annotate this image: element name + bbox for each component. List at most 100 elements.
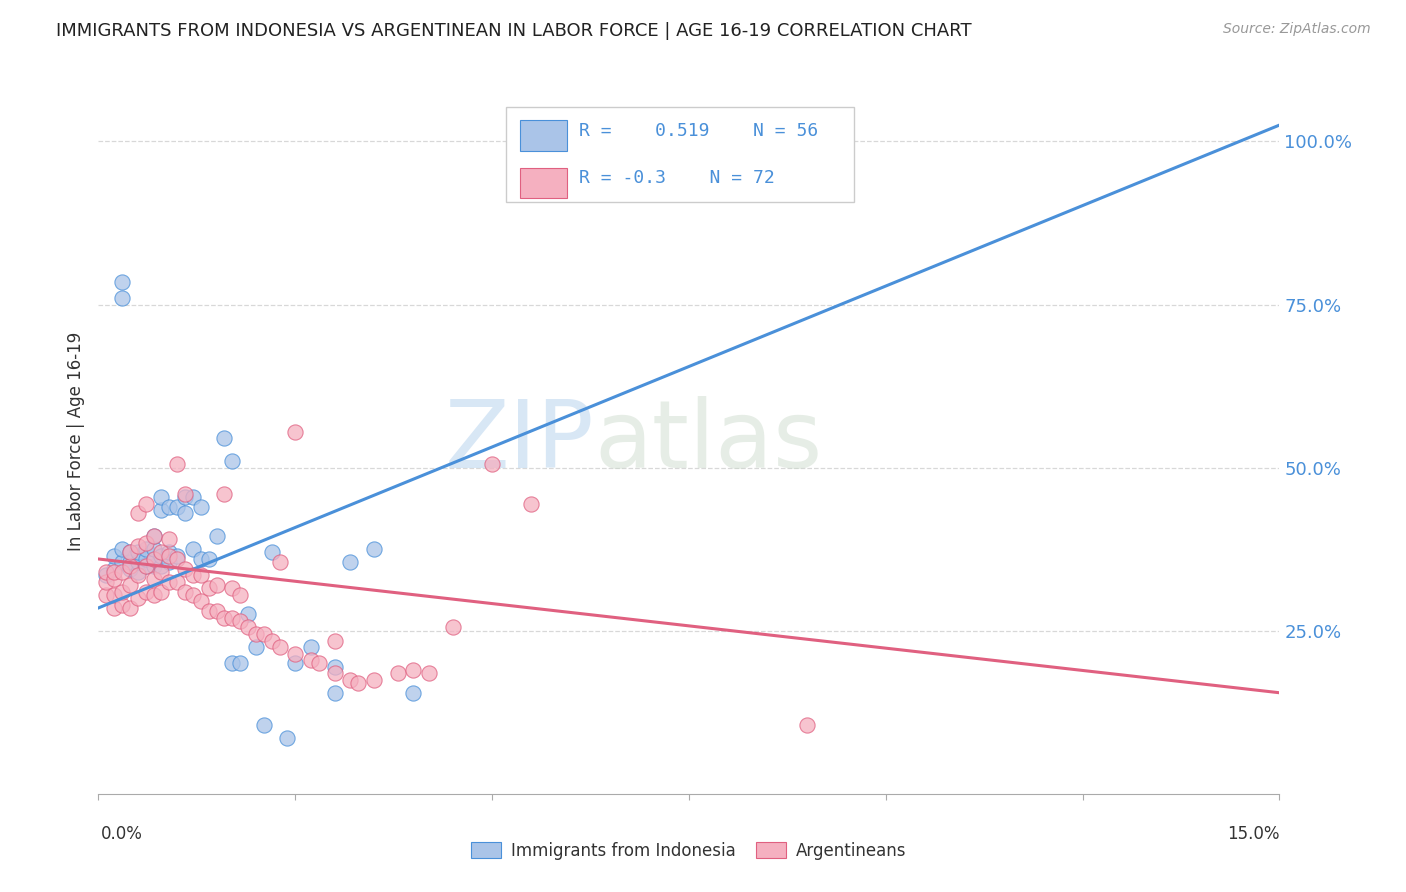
Point bbox=[323, 633, 346, 648]
Point bbox=[229, 614, 252, 628]
Point bbox=[520, 496, 543, 510]
Point bbox=[150, 584, 173, 599]
Point bbox=[363, 673, 385, 687]
Point bbox=[197, 604, 219, 618]
Point bbox=[284, 657, 307, 671]
Point bbox=[197, 552, 219, 566]
Point bbox=[157, 574, 180, 589]
Text: R =    0.519    N = 56: R = 0.519 N = 56 bbox=[579, 121, 818, 140]
Point bbox=[157, 555, 180, 569]
Point bbox=[166, 552, 188, 566]
Point bbox=[174, 562, 197, 576]
Point bbox=[190, 568, 212, 582]
Point bbox=[253, 627, 276, 641]
Point bbox=[260, 633, 283, 648]
Point bbox=[205, 578, 228, 592]
Point bbox=[299, 640, 322, 654]
Point bbox=[441, 620, 464, 634]
Point bbox=[339, 555, 361, 569]
Point bbox=[181, 588, 204, 602]
Point bbox=[418, 666, 440, 681]
Point bbox=[166, 574, 188, 589]
Point bbox=[150, 490, 173, 504]
Point bbox=[157, 549, 180, 563]
Point bbox=[214, 487, 236, 501]
Point bbox=[127, 539, 149, 553]
Point bbox=[402, 686, 425, 700]
Point bbox=[142, 552, 165, 566]
Point bbox=[205, 604, 228, 618]
Point bbox=[118, 562, 141, 576]
Point bbox=[127, 565, 149, 579]
Point bbox=[229, 657, 252, 671]
Point bbox=[236, 620, 259, 634]
Point bbox=[299, 653, 322, 667]
Point bbox=[157, 545, 180, 559]
Point bbox=[150, 549, 173, 563]
Point bbox=[236, 607, 259, 622]
Point bbox=[323, 686, 346, 700]
Point bbox=[135, 496, 157, 510]
Point bbox=[142, 552, 165, 566]
Point bbox=[111, 565, 134, 579]
Point bbox=[142, 529, 165, 543]
Point bbox=[678, 157, 700, 171]
Point bbox=[174, 490, 197, 504]
Point bbox=[118, 601, 141, 615]
Point bbox=[269, 555, 291, 569]
Legend: Immigrants from Indonesia, Argentineans: Immigrants from Indonesia, Argentineans bbox=[464, 835, 914, 867]
Point bbox=[245, 640, 267, 654]
Point bbox=[142, 588, 165, 602]
Point bbox=[181, 568, 204, 582]
Point bbox=[190, 552, 212, 566]
Point bbox=[103, 572, 125, 586]
Point bbox=[103, 549, 125, 563]
Point bbox=[190, 500, 212, 514]
Point bbox=[135, 535, 157, 549]
Point bbox=[253, 718, 276, 732]
Point bbox=[118, 558, 141, 573]
FancyBboxPatch shape bbox=[506, 107, 855, 202]
Point bbox=[111, 275, 134, 289]
Point bbox=[96, 574, 118, 589]
Point bbox=[166, 458, 188, 472]
Point bbox=[157, 533, 180, 547]
Point bbox=[339, 673, 361, 687]
Text: 15.0%: 15.0% bbox=[1227, 825, 1279, 843]
Point bbox=[205, 529, 228, 543]
Point bbox=[150, 558, 173, 573]
Point bbox=[174, 584, 197, 599]
Point bbox=[363, 542, 385, 557]
Point bbox=[214, 431, 236, 445]
Point bbox=[166, 549, 188, 563]
Point bbox=[127, 506, 149, 520]
Point bbox=[127, 545, 149, 559]
FancyBboxPatch shape bbox=[520, 168, 567, 198]
Point bbox=[284, 425, 307, 439]
Point bbox=[118, 545, 141, 559]
Point bbox=[111, 542, 134, 557]
Point bbox=[135, 584, 157, 599]
Point bbox=[260, 545, 283, 559]
Point bbox=[150, 503, 173, 517]
Point bbox=[221, 454, 243, 468]
Point bbox=[181, 490, 204, 504]
Point bbox=[276, 731, 298, 746]
Point bbox=[118, 555, 141, 569]
Point bbox=[103, 562, 125, 576]
Point bbox=[560, 157, 582, 171]
Point bbox=[481, 458, 503, 472]
Point bbox=[214, 611, 236, 625]
Point bbox=[166, 500, 188, 514]
Y-axis label: In Labor Force | Age 16-19: In Labor Force | Age 16-19 bbox=[67, 332, 86, 551]
Point bbox=[103, 588, 125, 602]
Text: Source: ZipAtlas.com: Source: ZipAtlas.com bbox=[1223, 22, 1371, 37]
Point bbox=[221, 582, 243, 596]
Point bbox=[118, 545, 141, 559]
Point bbox=[118, 578, 141, 592]
Point bbox=[135, 558, 157, 573]
Point bbox=[96, 565, 118, 579]
Point bbox=[323, 659, 346, 673]
Point bbox=[387, 666, 409, 681]
Point bbox=[111, 598, 134, 612]
